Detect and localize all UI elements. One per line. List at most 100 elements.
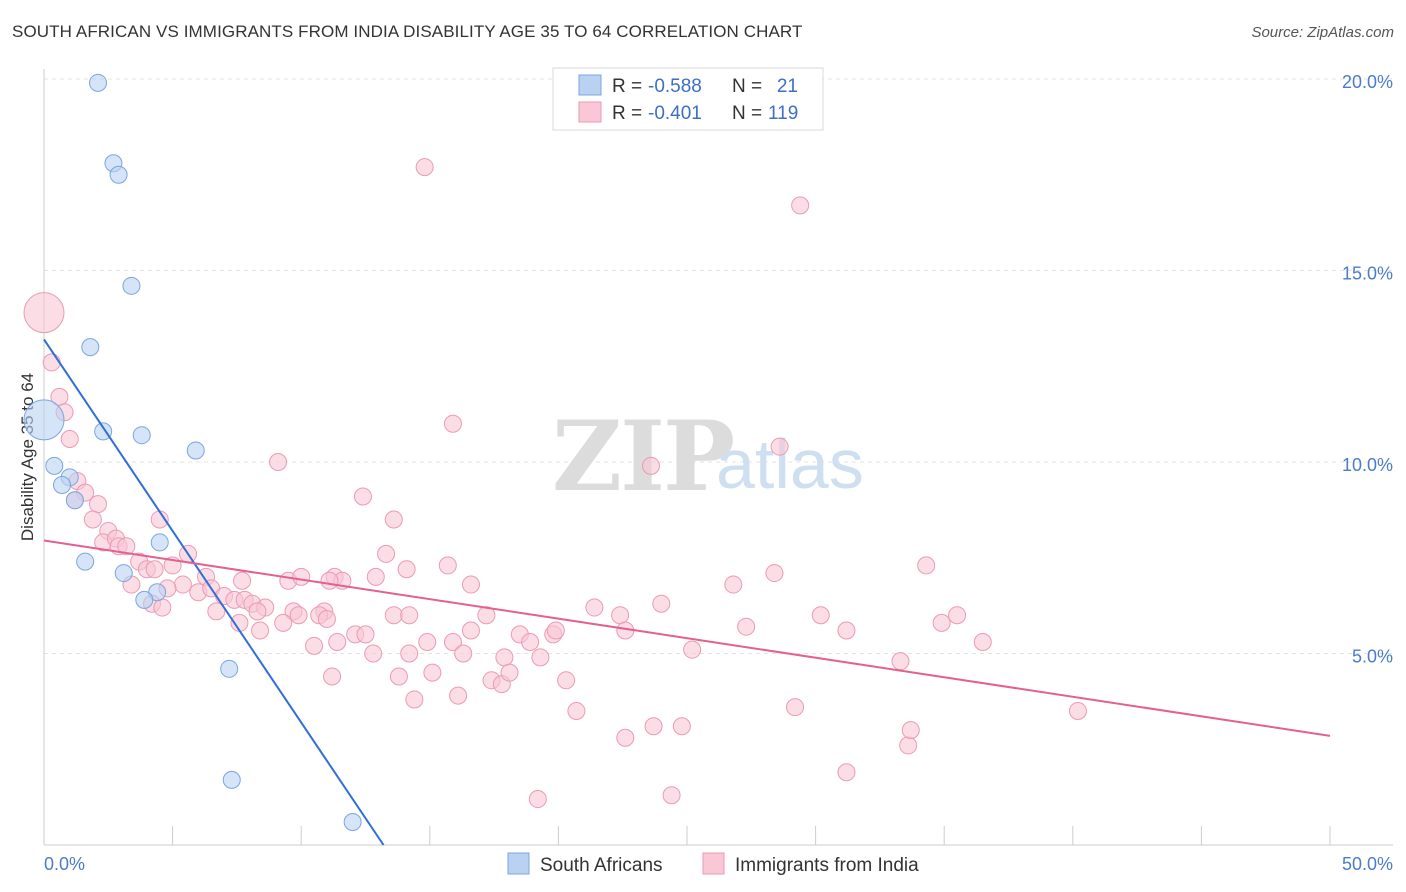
india-point [449,686,468,705]
india-point [837,763,856,782]
watermark: ZIP atlas [552,400,864,513]
stats-legend: R = -0.588 N = 21 R = -0.401 N = 119 [552,67,824,131]
legend-r-label-0: R = [612,76,642,97]
india-point [42,353,61,372]
india-point [366,567,385,586]
india-point [531,648,550,667]
india-point [248,602,267,621]
y-axis-title: Disability Age 35 to 64 [18,373,37,541]
india-point [305,636,324,655]
india-point [397,560,416,579]
india-point [364,644,383,663]
india-point [616,728,635,747]
india-point [60,430,79,449]
india-point [724,575,743,594]
india-point [901,721,920,740]
axes [43,69,1393,846]
india-point [173,575,192,594]
x-tick-label-min: 0.0% [44,854,85,874]
india-point [932,613,951,632]
india-point [644,717,663,736]
india-point [585,598,604,617]
chart-title: SOUTH AFRICAN VS IMMIGRANTS FROM INDIA D… [12,22,803,41]
legend-swatch-south-africans [578,74,602,96]
bottom-legend-swatch-south-africans [507,852,530,875]
india-point [662,786,681,805]
india-point [405,690,424,709]
source-label: Source: ZipAtlas.com [1251,24,1394,41]
legend-r-label-1: R = [612,103,642,124]
y-tick-label: 10.0% [1342,455,1393,475]
india-point [400,606,419,625]
india-point [289,606,308,625]
india-point [292,567,311,586]
india-point [117,537,136,556]
legend-n-value-0: 21 [777,76,798,97]
legend-n-label-0: N = [732,76,762,97]
south-african-point [76,552,95,571]
regression-line-south-africans [43,338,385,846]
india-point [811,606,830,625]
regression-lines [43,338,1331,846]
india-point [23,292,65,334]
india-point [356,625,375,644]
south-african-point [23,399,65,441]
south-african-point [81,338,100,357]
india-point [269,453,288,471]
india-point [737,617,756,636]
india-point [786,698,805,717]
india-point [438,556,457,575]
india-point [389,667,408,686]
south-african-point [135,590,154,609]
india-point [353,487,372,506]
watermark-atlas: atlas [716,425,864,503]
india-point [423,663,442,682]
india-point [317,610,336,629]
india-point [320,571,339,590]
y-tick-label: 20.0% [1342,72,1393,92]
india-point [323,667,342,686]
india-point [899,736,918,755]
india-point [672,717,691,736]
india-point [557,671,576,690]
bottom-legend-label-immigrants-from-india: Immigrants from India [735,855,919,876]
india-point [89,495,108,514]
south-african-point [45,456,64,475]
india-point [546,621,565,640]
south-african-point [89,73,108,92]
india-point [377,544,396,563]
india-point [443,414,462,433]
y-tick-label: 5.0% [1352,647,1393,667]
y-tick-label: 15.0% [1342,264,1393,284]
india-point [153,598,172,617]
india-point [500,663,519,682]
bottom-legend-label-south-africans: South Africans [540,855,663,876]
india-point [384,606,403,625]
india-point [145,560,164,579]
x-ticks [43,826,1331,845]
india-point [461,621,480,640]
india-point [83,510,102,529]
bottom-legend: South Africans Immigrants from India [507,852,919,876]
india-point [652,594,671,613]
india-point [495,648,514,667]
india-point [274,613,293,632]
india-point [770,437,789,456]
india-point [521,633,540,652]
south-african-point [65,491,84,510]
legend-n-value-1: 119 [768,103,798,124]
series-south-africans [23,73,362,832]
india-point [683,640,702,659]
india-point [973,633,992,652]
south-african-point [343,813,362,832]
bottom-legend-swatch-immigrants-from-india [702,852,725,875]
india-point [567,701,586,720]
india-point [917,556,936,575]
india-point [233,571,252,590]
legend-swatch-immigrants-from-india [578,101,602,123]
india-point [461,575,480,594]
india-point [1068,701,1087,720]
india-point [765,564,784,583]
x-tick-label-max: 50.0% [1342,854,1393,874]
